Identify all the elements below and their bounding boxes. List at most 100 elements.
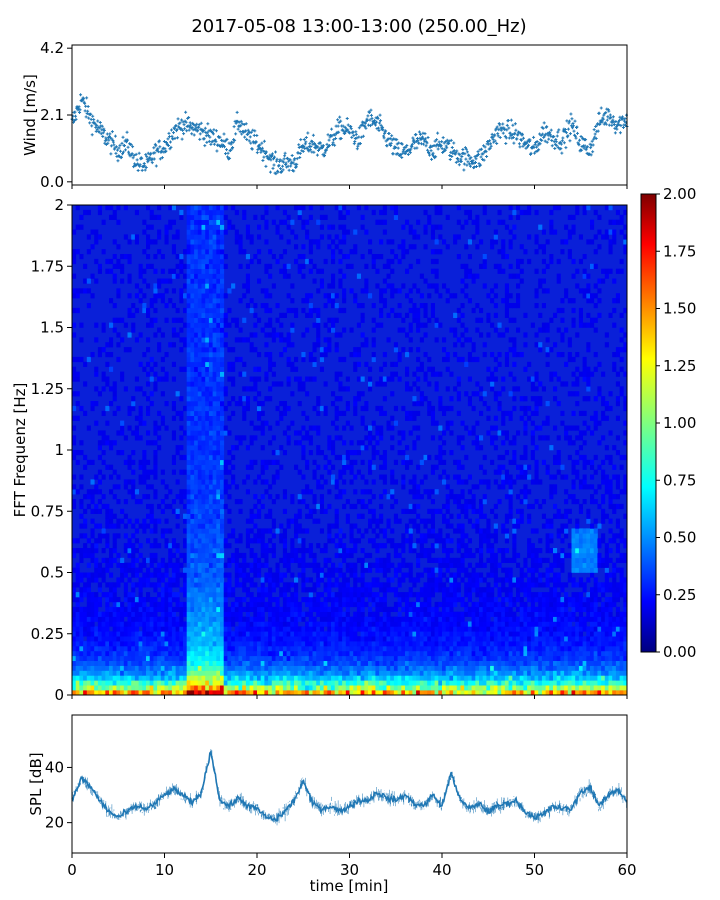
spectrogram-cell: [282, 680, 287, 686]
wind-point: [292, 169, 296, 173]
spectrogram-cell: [453, 685, 458, 691]
spectrogram-cell: [475, 621, 480, 627]
spectrogram-cell: [408, 577, 413, 583]
wind-point: [156, 147, 160, 151]
spectrogram-cell: [482, 655, 487, 661]
spectrogram-cell: [127, 631, 132, 637]
wind-point: [447, 139, 451, 143]
spectrogram-cell: [253, 552, 258, 559]
spectrogram-cell: [379, 636, 384, 642]
spectrogram-cell: [408, 680, 413, 686]
spectrogram-cell: [312, 626, 317, 632]
spectrogram-cell: [153, 641, 158, 647]
spectrogram-cell: [571, 675, 576, 681]
spectrogram-cell: [375, 621, 380, 627]
wind-point: [557, 128, 561, 132]
spectrogram-cell: [375, 626, 380, 632]
spectrogram-cell: [212, 572, 217, 578]
spectrogram-cell: [479, 572, 484, 578]
spectrogram-cell: [516, 665, 521, 671]
spectrogram-cell: [360, 680, 365, 686]
spectrogram-cell: [109, 655, 114, 661]
spectrogram-cell: [516, 646, 521, 652]
spectrogram-cell: [386, 557, 391, 563]
spectrogram-cell: [138, 655, 143, 661]
spectrogram-cell: [479, 597, 484, 603]
spectrogram-cell: [553, 587, 558, 593]
spectrogram-cell: [227, 636, 232, 642]
spectrogram-cell: [171, 646, 176, 652]
spectrogram-cell: [294, 655, 299, 661]
spectrogram-cell: [86, 601, 91, 608]
spectrogram-cell: [194, 655, 199, 661]
spectrogram-cell: [316, 665, 321, 671]
spectrogram-cell: [271, 655, 276, 661]
spectrogram-cell: [319, 641, 324, 647]
spectrogram-cell: [604, 557, 609, 563]
spectrogram-cell: [312, 646, 317, 652]
spectrogram-cell: [567, 621, 572, 627]
spectrogram-cell: [79, 655, 84, 661]
spectrogram-cell: [612, 626, 617, 632]
spectrogram-cell: [223, 646, 228, 652]
spectrogram-cell: [75, 606, 80, 612]
spectrogram-cell: [83, 680, 88, 686]
spectrogram-cell: [97, 655, 102, 661]
spectrogram-cell: [608, 631, 613, 637]
wind-point: [236, 119, 240, 123]
spectrogram-cell: [194, 631, 199, 637]
wind-point: [533, 151, 537, 155]
wind-point: [440, 147, 444, 151]
spectrogram-cell: [268, 616, 273, 622]
spectrogram-cell: [275, 606, 280, 612]
wind-point: [462, 162, 466, 166]
spectrogram-cell: [438, 665, 443, 671]
spectrogram-cell: [116, 680, 121, 686]
wind-point: [383, 131, 387, 135]
spectrogram-cell: [597, 562, 602, 568]
spectrogram-cell: [297, 660, 302, 666]
spectrogram-cell: [175, 641, 180, 647]
spectrogram-cell: [412, 641, 417, 647]
spectrogram-cell: [90, 650, 95, 657]
spectrogram-cell: [227, 631, 232, 637]
spectrogram-cell: [75, 641, 80, 647]
spectrogram-cell: [430, 577, 435, 583]
spectrogram-cell: [227, 670, 232, 676]
spectrogram-cell: [419, 680, 424, 686]
spectrogram-cell: [360, 675, 365, 681]
wind-point: [467, 154, 471, 158]
spectrogram-cell: [319, 680, 324, 686]
spectrogram-cell: [490, 601, 495, 608]
spectrogram-cell: [216, 601, 221, 608]
wind-point: [117, 154, 121, 158]
spectrogram-cell: [208, 548, 213, 554]
spectrogram-cell: [342, 601, 347, 608]
spectrogram-cell: [430, 631, 435, 637]
spectrogram-cell: [349, 636, 354, 642]
spectrogram-cell: [279, 587, 284, 593]
wind-point: [262, 155, 266, 159]
spectrogram-cell: [205, 626, 210, 632]
spectrogram-cell: [186, 670, 191, 676]
spectrogram-cell: [427, 646, 432, 652]
spectrogram-cell: [157, 665, 162, 671]
spectrogram-cell: [208, 567, 213, 573]
spectrogram-cell: [212, 552, 217, 559]
spectrogram-cell: [142, 582, 147, 588]
spectrogram-cell: [360, 567, 365, 573]
spectrogram-cell: [216, 641, 221, 647]
wind-y-label: Wind [m/s]: [21, 74, 39, 156]
spectrogram-cell: [297, 646, 302, 652]
spectrogram-cell: [194, 611, 199, 617]
spectrogram-cell: [220, 606, 225, 612]
spectrogram-cell: [231, 660, 236, 666]
spectrogram-cell: [105, 646, 110, 652]
spectrogram-cell: [449, 646, 454, 652]
spectrogram-cell: [75, 572, 80, 578]
spectrogram-cell: [486, 675, 491, 681]
spectrogram-cell: [556, 655, 561, 661]
spectrogram-cell: [194, 616, 199, 622]
spectrogram-cell: [90, 675, 95, 681]
spectrogram-cell: [493, 611, 498, 617]
